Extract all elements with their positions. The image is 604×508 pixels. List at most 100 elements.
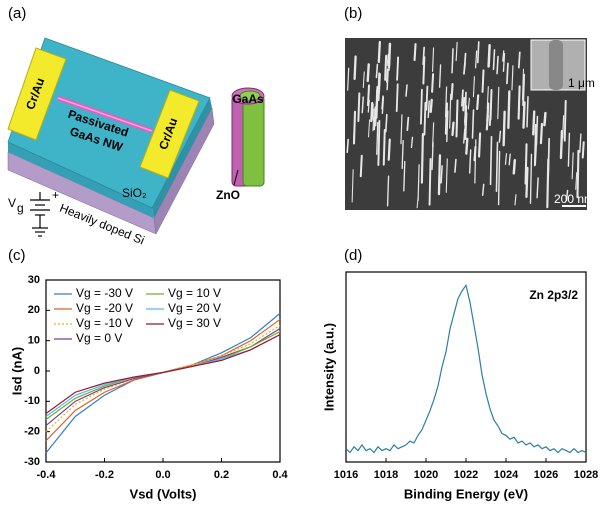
gate-source bbox=[30, 192, 50, 237]
spike bbox=[563, 99, 567, 142]
spike bbox=[478, 132, 482, 158]
spike bbox=[361, 96, 364, 114]
spike bbox=[440, 165, 443, 184]
spike bbox=[367, 84, 371, 107]
spike bbox=[451, 48, 454, 74]
spike bbox=[431, 47, 435, 72]
spike bbox=[422, 56, 426, 85]
device-diagram: Cr/Au Cr/Au Passivated GaAs NW SiO₂ Heav… bbox=[7, 37, 265, 247]
data-line bbox=[45, 334, 281, 417]
x-tick-label: 1024 bbox=[494, 469, 519, 481]
spike bbox=[463, 62, 466, 75]
spike bbox=[377, 119, 381, 166]
spike bbox=[446, 110, 449, 143]
scale-label: 200 nm bbox=[554, 192, 594, 206]
panel-label: (a) bbox=[8, 5, 26, 22]
spike bbox=[370, 101, 374, 123]
inset-scale: 1 μm bbox=[568, 76, 595, 90]
spike bbox=[396, 56, 400, 81]
spike bbox=[486, 86, 489, 110]
oxide-side bbox=[152, 98, 212, 218]
spike bbox=[451, 121, 455, 137]
y-tick-label: 0 bbox=[34, 365, 40, 377]
spike bbox=[437, 154, 442, 196]
x-tick-label: -0.2 bbox=[95, 469, 114, 481]
spike bbox=[438, 64, 442, 88]
spike bbox=[357, 92, 361, 123]
spike bbox=[359, 154, 363, 178]
spike bbox=[465, 137, 469, 155]
spike bbox=[420, 88, 423, 125]
spike bbox=[455, 41, 458, 62]
spike bbox=[382, 129, 386, 166]
spike bbox=[512, 159, 517, 175]
y-axis-label: Isd (nA) bbox=[9, 347, 24, 395]
core bbox=[242, 95, 265, 187]
spike bbox=[428, 157, 432, 206]
spike bbox=[373, 106, 377, 131]
spike bbox=[417, 164, 420, 202]
legend-label: Vg = -20 V bbox=[76, 301, 133, 315]
spike bbox=[425, 85, 429, 111]
spike bbox=[495, 141, 499, 193]
polarity: + bbox=[52, 188, 59, 202]
spike bbox=[422, 46, 425, 66]
spike bbox=[377, 40, 381, 64]
spike bbox=[497, 86, 500, 120]
spike bbox=[496, 55, 499, 75]
x-tick-label: 0.4 bbox=[272, 469, 288, 481]
spike bbox=[575, 172, 578, 190]
spike bbox=[381, 96, 385, 115]
spike bbox=[444, 102, 449, 135]
spike bbox=[526, 95, 529, 128]
spike bbox=[388, 57, 391, 72]
spike bbox=[368, 119, 371, 138]
panel-label: (b) bbox=[344, 5, 362, 22]
spike bbox=[468, 149, 472, 174]
substrate-side bbox=[153, 107, 215, 235]
data-line bbox=[45, 334, 281, 414]
spike bbox=[444, 86, 448, 118]
spike bbox=[401, 139, 404, 170]
spike bbox=[547, 137, 550, 181]
y-tick-label: -10 bbox=[24, 395, 40, 407]
x-tick-label: 1022 bbox=[454, 469, 478, 481]
spike bbox=[504, 153, 508, 165]
spike bbox=[579, 133, 582, 153]
nanowire bbox=[57, 97, 153, 132]
spike bbox=[473, 145, 477, 162]
spike bbox=[529, 153, 533, 204]
x-tick-label: 0.2 bbox=[214, 469, 229, 481]
spike bbox=[565, 189, 569, 202]
spike bbox=[405, 84, 408, 97]
spike bbox=[410, 136, 414, 149]
spike bbox=[387, 138, 391, 161]
spike bbox=[420, 133, 424, 184]
spike bbox=[352, 110, 357, 145]
spike bbox=[385, 68, 389, 83]
annotation: Zn 2p3/2 bbox=[529, 288, 578, 302]
x-axis-label: Vsd (Volts) bbox=[130, 486, 197, 501]
spike bbox=[543, 111, 547, 127]
spike bbox=[347, 67, 350, 91]
spike bbox=[522, 101, 526, 129]
x-tick-label: 0.0 bbox=[155, 469, 170, 481]
spike bbox=[524, 143, 528, 185]
spike bbox=[525, 166, 529, 198]
x-tick-label: 1016 bbox=[334, 469, 358, 481]
spike bbox=[403, 160, 406, 192]
spike bbox=[502, 50, 505, 62]
data-line bbox=[345, 283, 587, 454]
spike bbox=[353, 55, 357, 80]
spike bbox=[522, 73, 526, 107]
legend-label: Vg = 10 V bbox=[168, 286, 221, 300]
y-tick-label: 30 bbox=[28, 274, 40, 286]
spike bbox=[476, 41, 480, 64]
spike bbox=[472, 76, 475, 98]
legend-label: Vg = -30 V bbox=[76, 286, 133, 300]
legend-label: Vg = 20 V bbox=[168, 301, 221, 315]
spike bbox=[571, 152, 574, 180]
core-label: GaAs bbox=[232, 92, 264, 106]
legend-label: Vg = -10 V bbox=[76, 316, 133, 330]
